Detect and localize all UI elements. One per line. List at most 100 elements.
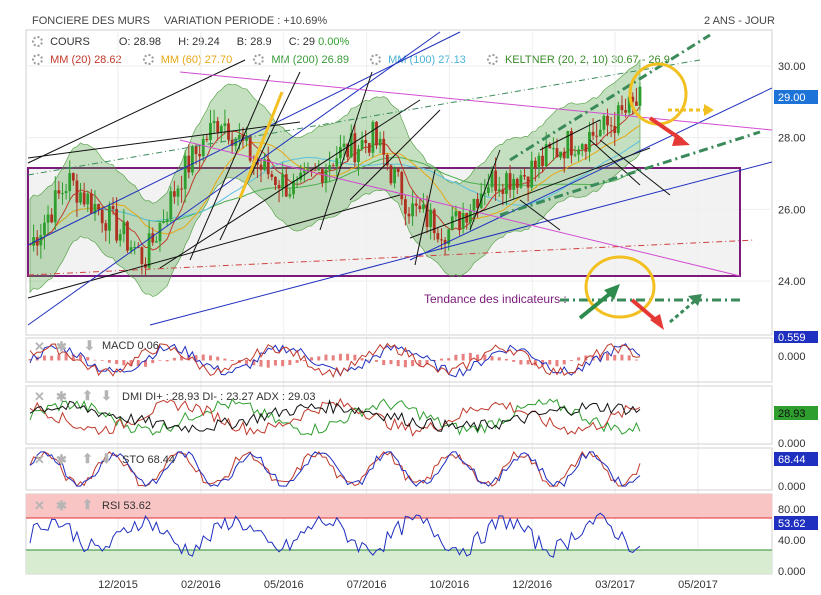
candle-body xyxy=(140,247,144,264)
macd-value: 0.06 xyxy=(137,340,159,352)
gear-icon[interactable] xyxy=(32,54,43,65)
candle-body xyxy=(64,191,68,194)
candle-body xyxy=(606,115,609,126)
candle-body xyxy=(299,172,303,180)
candle-body xyxy=(353,133,357,163)
candle-body xyxy=(82,192,86,205)
macd-histogram-bar xyxy=(194,355,198,361)
sto-zero: 0.000 xyxy=(778,481,806,493)
gear-icon[interactable]: ✱ xyxy=(56,452,67,467)
candle-body xyxy=(252,160,256,162)
mm20-line xyxy=(29,106,641,251)
candle-body xyxy=(288,194,292,197)
candle-body xyxy=(346,143,350,158)
candle-body xyxy=(328,165,331,170)
candle-body xyxy=(108,205,111,231)
y-tick-label: 24.00 xyxy=(778,276,806,288)
candle-body xyxy=(97,204,100,210)
macd-histogram-bar xyxy=(468,352,472,361)
close-icon[interactable]: ✕ xyxy=(34,498,45,513)
arrow-down-icon[interactable]: ⬇ xyxy=(101,451,112,466)
candle-body xyxy=(100,209,104,224)
arrow-up-icon[interactable]: ⬆ xyxy=(82,388,93,403)
macd-histogram-bar xyxy=(208,355,212,361)
candle-body xyxy=(230,139,234,146)
arrow-up-icon[interactable]: ⬆ xyxy=(82,497,93,512)
gear-icon[interactable] xyxy=(253,54,265,65)
candle-body xyxy=(302,170,306,173)
macd-histogram-bar xyxy=(403,360,407,368)
candle-body xyxy=(43,222,46,236)
gear-icon[interactable] xyxy=(142,54,154,65)
candle-body xyxy=(458,211,461,230)
gear-icon[interactable]: ✱ xyxy=(56,498,67,513)
macd-histogram-bar xyxy=(28,359,32,361)
macd-histogram-bar xyxy=(490,356,494,361)
macd-histogram-bar xyxy=(86,357,90,361)
macd-histogram-bar xyxy=(548,360,552,365)
candle-body xyxy=(191,146,194,173)
candle-body xyxy=(591,131,595,136)
macd-histogram-bar xyxy=(461,353,465,361)
gear-icon[interactable] xyxy=(370,54,382,65)
candle-body xyxy=(508,173,512,190)
candle-body xyxy=(461,213,465,230)
macd-histogram-bar xyxy=(107,360,111,363)
candle-body xyxy=(241,134,245,141)
arrow-down-icon[interactable]: ⬇ xyxy=(101,388,112,403)
candle-body xyxy=(209,123,212,141)
period-label[interactable]: 2 ANS - JOUR xyxy=(704,15,775,27)
candle-body xyxy=(432,209,436,234)
macd-histogram-bar xyxy=(447,358,451,361)
range-rectangle xyxy=(27,167,741,277)
candle-body xyxy=(104,223,108,231)
macd-histogram-bar xyxy=(360,358,364,361)
macd-histogram-bar xyxy=(439,358,443,361)
macd-histogram-bar xyxy=(281,360,285,367)
high-value: H: 29.24 xyxy=(178,36,220,48)
macd-tag-text: 0.559 xyxy=(778,332,806,344)
candle-body xyxy=(472,198,476,211)
candle-body xyxy=(479,193,483,208)
gear-icon[interactable]: ✱ xyxy=(56,389,67,404)
cours-label: COURS xyxy=(50,36,90,48)
candle-body xyxy=(609,125,613,127)
macd-histogram-bar xyxy=(483,354,487,361)
close-icon[interactable]: ✕ xyxy=(34,452,45,467)
sto-label: STO 68.44 xyxy=(122,454,175,466)
macd-histogram-bar xyxy=(569,360,573,361)
indicator-line xyxy=(29,397,641,437)
candle-body xyxy=(172,191,176,197)
macd-histogram-bar xyxy=(613,354,617,361)
close-icon[interactable]: ✕ xyxy=(34,389,45,404)
macd-histogram-bar xyxy=(35,356,39,361)
candle-body xyxy=(162,221,165,223)
candle-body xyxy=(523,175,526,177)
gear-icon[interactable] xyxy=(486,54,498,65)
mm60-label: MM (60) 27.70 xyxy=(160,54,233,66)
candle-body xyxy=(476,198,479,208)
macd-histogram-bar xyxy=(57,354,61,361)
candle-body xyxy=(50,214,54,223)
arrow-up-icon[interactable]: ⬆ xyxy=(82,451,93,466)
last-price-tag xyxy=(774,90,818,104)
mm60-line xyxy=(29,124,641,246)
gear-icon[interactable] xyxy=(32,36,43,47)
candle-body xyxy=(263,159,267,170)
macd-histogram-bar xyxy=(591,356,595,361)
candle-body xyxy=(562,151,566,159)
close-icon[interactable]: ✕ xyxy=(34,339,45,354)
macd-histogram-bar xyxy=(382,360,386,366)
x-tick-label: 05/2016 xyxy=(264,579,304,591)
candle-body xyxy=(79,192,82,203)
candle-body xyxy=(602,115,606,130)
candle-body xyxy=(577,149,581,155)
x-tick-label: 10/2016 xyxy=(430,579,470,591)
yellow-circle-price xyxy=(628,62,688,126)
gear-icon[interactable]: ✱ xyxy=(56,339,67,354)
arrow-down-icon[interactable]: ⬇ xyxy=(84,338,95,353)
candle-body xyxy=(237,134,241,139)
candle-body xyxy=(223,123,227,126)
candle-body xyxy=(216,121,220,133)
candle-body xyxy=(634,101,638,106)
